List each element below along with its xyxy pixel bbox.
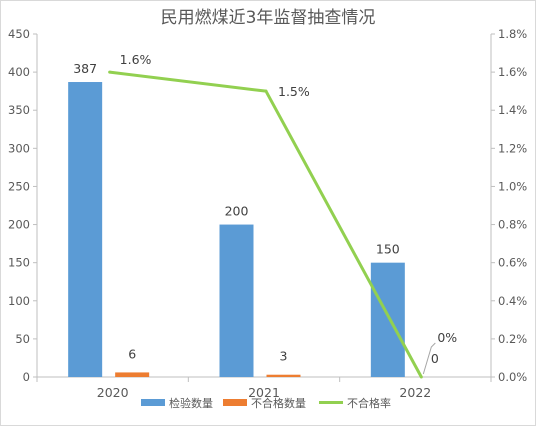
data-labels: 387 6 200 3 150 0 1.6% 1.5% 0%: [73, 52, 457, 375]
bar-unqualified: [266, 374, 301, 377]
x-tick-label: 2020: [97, 385, 129, 400]
y-right-tick-label: 0.8%: [498, 218, 527, 232]
y-right-tick-label: 1.4%: [498, 103, 527, 117]
bar-inspected-label: 150: [376, 242, 400, 257]
bar-unqualified-label: 6: [128, 346, 136, 361]
y-right-tick-label: 1.6%: [498, 65, 527, 79]
y-right-tick-label: 1.0%: [498, 179, 527, 193]
bar-unqualified-label: 0: [431, 351, 439, 366]
y-right-tick-label: 0.2%: [498, 332, 527, 346]
bar-inspected-label: 387: [73, 61, 97, 76]
legend-label: 不合格数量: [251, 396, 306, 410]
rate-label: 1.5%: [278, 84, 310, 99]
chart-title: 民用燃煤近3年监督抽查情况: [161, 8, 376, 28]
legend-label: 不合格率: [347, 396, 391, 410]
rate-point: [419, 375, 423, 379]
y-left-tick-label: 350: [8, 103, 30, 117]
bar-unqualified-label: 3: [280, 349, 288, 364]
y-left-tick-label: 450: [8, 27, 30, 41]
y-left-tick-label: 300: [8, 141, 30, 155]
y-left-tick-label: 250: [8, 179, 30, 193]
rate-line: [108, 70, 423, 379]
y-left-tick-label: 0: [23, 370, 30, 384]
bar-inspected-label: 200: [225, 204, 249, 219]
y-left-tick-label: 150: [8, 256, 30, 270]
rate-label: 0%: [437, 330, 457, 345]
bar-inspected: [219, 224, 254, 377]
y-left-tick-label: 400: [8, 65, 30, 79]
bar-unqualified: [115, 372, 150, 377]
rate-label: 1.6%: [120, 52, 152, 67]
y-right-tick-label: 1.2%: [498, 141, 527, 155]
y-left-tick-label: 200: [8, 218, 30, 232]
y-right-tick-label: 0.6%: [498, 256, 527, 270]
legend-swatch: [141, 399, 165, 406]
bars: [68, 82, 405, 378]
rate-point: [108, 70, 112, 74]
axes: 0 50 100 150 200 250 300 350 400 450 0.0% 0.2% 0.4% 0…: [8, 27, 527, 400]
y-left-tick-label: 100: [8, 294, 30, 308]
y-right-tick-label: 0.4%: [498, 294, 527, 308]
x-tick-label: 2022: [399, 385, 431, 400]
bar-inspected: [68, 82, 103, 378]
rate-point: [264, 89, 268, 93]
legend-label: 检验数量: [169, 396, 213, 410]
legend-swatch: [223, 399, 247, 406]
legend: 检验数量 不合格数量 不合格率: [141, 396, 391, 410]
x-tick-label: 2021: [248, 385, 280, 400]
rate-label-leader: [422, 342, 436, 375]
y-right-tick-label: 1.8%: [498, 27, 527, 41]
y-left-tick-label: 50: [15, 332, 30, 346]
y-right-tick-label: 0.0%: [498, 370, 527, 384]
bar-inspected: [370, 262, 405, 377]
